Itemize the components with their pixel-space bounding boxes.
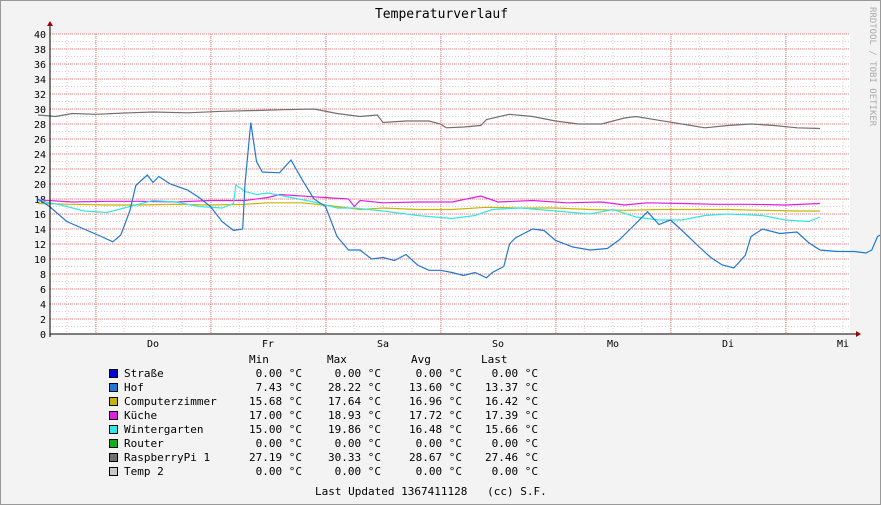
y-tick-label: 22 <box>34 165 46 176</box>
legend-swatch <box>109 425 118 434</box>
legend-value-avg: 0.00 °C <box>415 367 462 380</box>
x-tick-label: Sa <box>377 339 389 350</box>
legend-header-max: Max <box>327 353 347 366</box>
legend-series-name: Temp 2 <box>124 465 164 478</box>
y-tick-label: 32 <box>34 90 46 101</box>
legend-value-last: 0.00 °C <box>491 437 538 450</box>
legend-value-min: 7.43 °C <box>255 381 302 394</box>
legend-value-avg: 17.72 °C <box>409 409 462 422</box>
legend-value-avg: 16.96 °C <box>409 395 462 408</box>
y-tick-label: 28 <box>34 120 46 131</box>
legend-series-name: Hof <box>124 381 144 394</box>
legend-row: Wintergarten 15.00 °C 19.86 °C 16.48 °C 15.6… <box>109 423 549 437</box>
legend-value-min: 0.00 °C <box>255 437 302 450</box>
legend-row: Küche 17.00 °C 18.93 °C 17.72 °C 17.39 °C <box>109 409 549 423</box>
legend-swatch <box>109 397 118 406</box>
legend-value-max: 30.33 °C <box>328 451 381 464</box>
legend-value-min: 0.00 °C <box>255 367 302 380</box>
legend-series-name: Küche <box>124 409 158 422</box>
x-tick-label: Mi <box>837 339 849 350</box>
legend-value-min: 0.00 °C <box>255 465 302 478</box>
legend-value-avg: 0.00 °C <box>415 465 462 478</box>
legend-swatch <box>109 383 118 392</box>
legend-swatch <box>109 369 118 378</box>
legend-value-min: 27.19 °C <box>249 451 302 464</box>
watermark: RRDTOOL / TOBI OETIKER <box>867 7 877 127</box>
legend-row: Hof 7.43 °C 28.22 °C 13.60 °C 13.37 °C <box>109 381 549 395</box>
legend-value-max: 0.00 °C <box>334 437 381 450</box>
legend-swatch <box>109 411 118 420</box>
legend-value-avg: 13.60 °C <box>409 381 462 394</box>
y-tick-label: 24 <box>34 150 46 161</box>
legend-row: Router 0.00 °C 0.00 °C 0.00 °C 0.00 °C <box>109 437 549 451</box>
y-tick-label: 2 <box>40 315 46 326</box>
y-tick-label: 14 <box>34 225 46 236</box>
series-line <box>37 108 821 130</box>
legend-row: RaspberryPi 1 27.19 °C 30.33 °C 28.67 °C 27.… <box>109 451 549 465</box>
y-tick-label: 12 <box>34 240 46 251</box>
legend-value-last: 16.42 °C <box>485 395 538 408</box>
legend-series-name: Straße <box>124 367 164 380</box>
legend-series-name: RaspberryPi 1 <box>124 451 211 464</box>
legend-swatch <box>109 439 118 448</box>
legend-header-min: Min <box>249 353 269 366</box>
y-tick-label: 38 <box>34 45 46 56</box>
legend-value-min: 15.68 °C <box>249 395 302 408</box>
x-tick-label: Do <box>147 339 159 350</box>
y-tick-label: 16 <box>34 210 46 221</box>
footer: Last Updated 1367411128 (cc) S.F. <box>315 485 547 498</box>
legend-value-min: 15.00 °C <box>249 423 302 436</box>
x-tick-label: So <box>492 339 504 350</box>
legend-series-name: Router <box>124 437 164 450</box>
legend-row: Straße 0.00 °C 0.00 °C 0.00 °C 0.00 °C <box>109 367 549 381</box>
legend-value-last: 0.00 °C <box>491 367 538 380</box>
legend-value-avg: 16.48 °C <box>409 423 462 436</box>
x-tick-label: Di <box>722 339 734 350</box>
y-tick-label: 6 <box>40 285 46 296</box>
legend-swatch <box>109 467 118 476</box>
series-line <box>37 122 880 279</box>
legend-value-last: 0.00 °C <box>491 465 538 478</box>
legend-value-max: 18.93 °C <box>328 409 381 422</box>
legend-header-last: Last <box>481 353 508 366</box>
legend-value-last: 27.46 °C <box>485 451 538 464</box>
legend-value-max: 0.00 °C <box>334 465 381 478</box>
legend-value-last: 13.37 °C <box>485 381 538 394</box>
legend-value-min: 17.00 °C <box>249 409 302 422</box>
chart-title: Temperaturverlauf <box>374 7 509 22</box>
x-axis-arrow <box>856 331 861 337</box>
series-line <box>37 202 820 212</box>
legend-value-max: 19.86 °C <box>328 423 381 436</box>
y-tick-label: 20 <box>34 180 46 191</box>
y-tick-label: 0 <box>40 330 46 341</box>
y-tick-label: 40 <box>34 30 46 41</box>
series-line <box>37 183 821 223</box>
legend-value-max: 17.64 °C <box>328 395 381 408</box>
y-axis-arrow <box>47 21 53 26</box>
legend-header-avg: Avg <box>411 353 431 366</box>
legend-swatch <box>109 453 118 462</box>
y-tick-label: 10 <box>34 255 46 266</box>
legend-value-last: 15.66 °C <box>485 423 538 436</box>
legend-series-name: Wintergarten <box>124 423 204 436</box>
legend-series-name: Computerzimmer <box>124 395 217 408</box>
y-tick-label: 4 <box>40 300 46 311</box>
legend-row: Temp 2 0.00 °C 0.00 °C 0.00 °C 0.00 °C <box>109 465 549 479</box>
y-tick-label: 8 <box>40 270 46 281</box>
x-tick-label: Mo <box>607 339 619 350</box>
legend-value-last: 17.39 °C <box>485 409 538 422</box>
x-tick-label: Fr <box>262 339 274 350</box>
legend-value-max: 0.00 °C <box>334 367 381 380</box>
legend-value-max: 28.22 °C <box>328 381 381 394</box>
y-tick-label: 26 <box>34 135 46 146</box>
y-tick-label: 36 <box>34 60 46 71</box>
legend-value-avg: 28.67 °C <box>409 451 462 464</box>
legend-row: Computerzimmer 15.68 °C 17.64 °C 16.96 °C 16… <box>109 395 549 409</box>
y-tick-label: 30 <box>34 105 46 116</box>
y-tick-label: 34 <box>34 75 46 86</box>
legend-value-avg: 0.00 °C <box>415 437 462 450</box>
series-line <box>37 193 821 208</box>
